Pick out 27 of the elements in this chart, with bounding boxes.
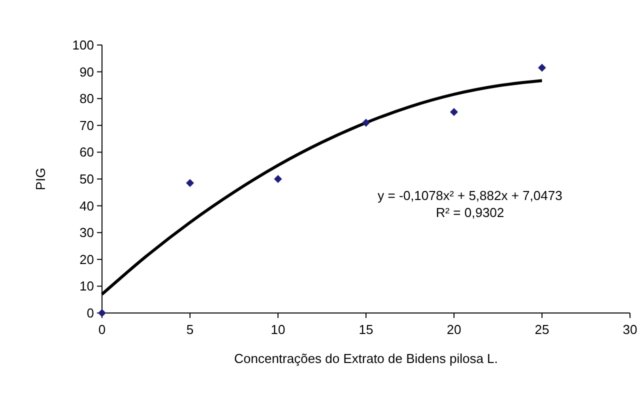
y-tick-label: 70 <box>80 118 94 133</box>
y-axis-title: PIG <box>33 168 48 190</box>
x-tick-label: 0 <box>98 322 106 337</box>
x-tick-label: 10 <box>270 322 286 337</box>
y-tick-label: 50 <box>80 172 94 186</box>
y-tick-label: 40 <box>80 198 94 214</box>
y-tick-label: 10 <box>80 278 94 294</box>
x-tick-label: 15 <box>358 322 374 337</box>
point <box>274 175 282 183</box>
y-tick-label: 20 <box>80 252 94 267</box>
point <box>186 179 194 188</box>
y-tick-label: 30 <box>80 225 94 240</box>
x-tick-label: 30 <box>622 322 638 337</box>
x-tick-label: 20 <box>446 322 462 337</box>
annotation: y = -0,1078x² + 5,882x + 7,0473 <box>378 188 562 203</box>
x-tick-label: 5 <box>186 322 194 337</box>
y-tick-label: 0 <box>86 306 94 320</box>
annotation: R² = 0,9302 <box>436 205 504 220</box>
x-axis-title: Concentrações do Extrato de Bidens pilosa L. <box>234 351 498 366</box>
point <box>450 108 458 116</box>
y-tick-label: 90 <box>80 64 94 80</box>
x-tick-label: 25 <box>534 322 550 337</box>
y-tick-label: 100 <box>72 38 94 52</box>
y-tick-label: 60 <box>80 144 94 160</box>
y-tick-label: 80 <box>80 91 94 106</box>
point <box>362 118 370 127</box>
point <box>538 64 546 72</box>
